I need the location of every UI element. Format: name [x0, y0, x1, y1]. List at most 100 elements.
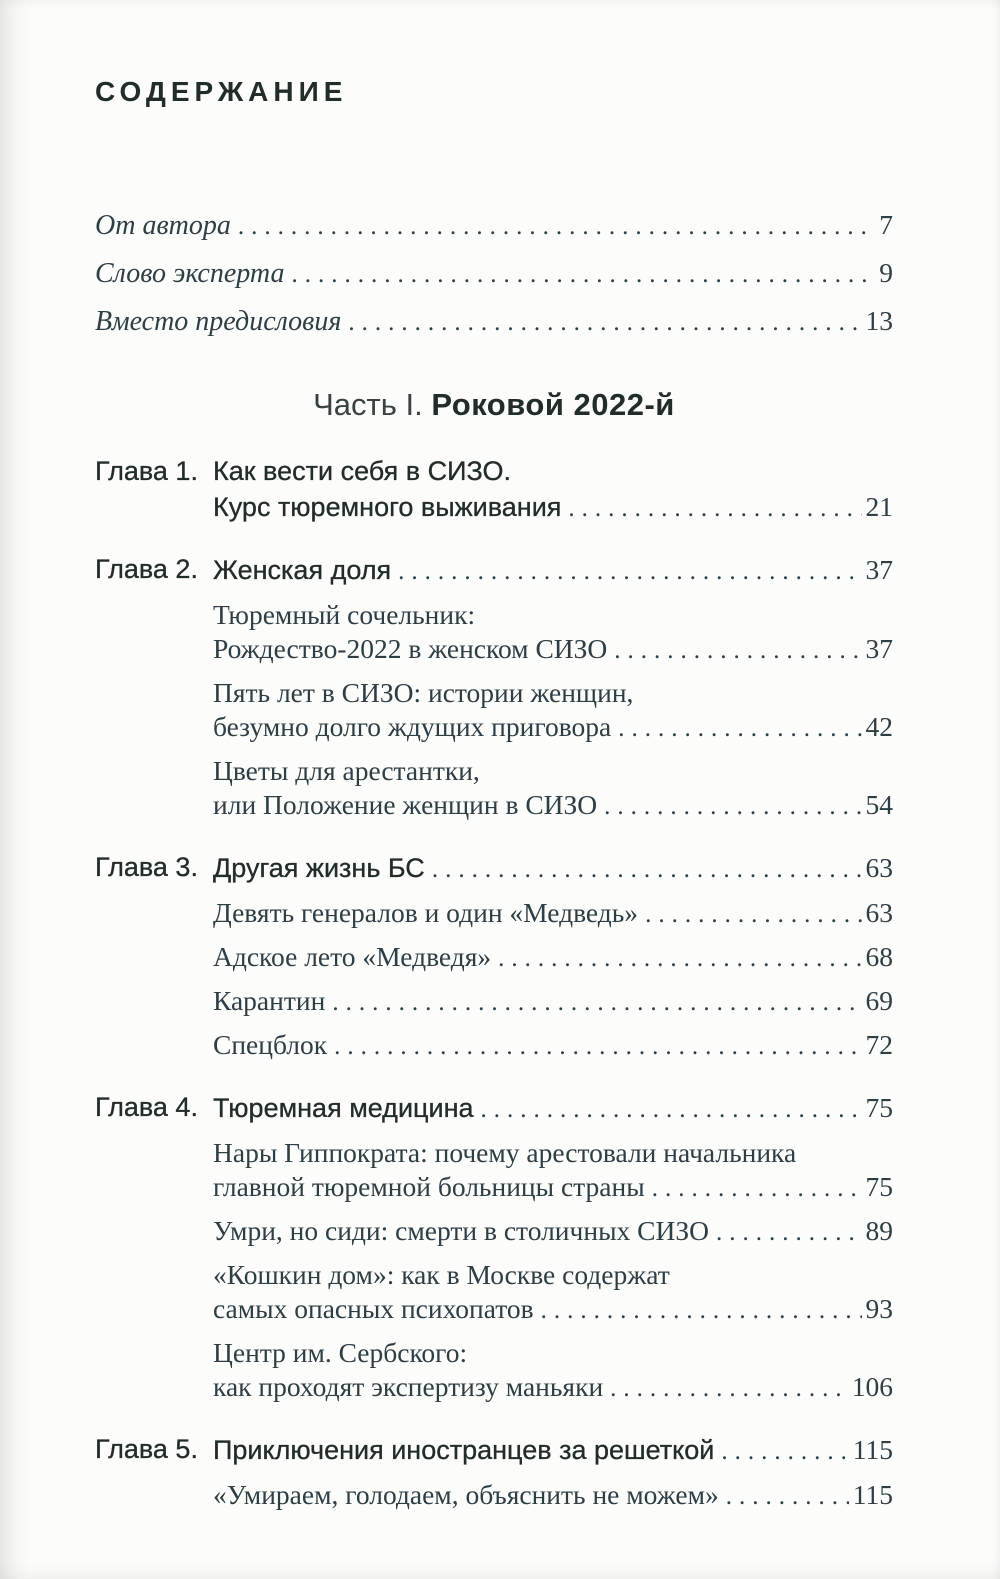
toc-entry-leader-line: Адское лето «Медведя»...................…	[213, 940, 893, 976]
chapter-body: Как вести себя в СИЗО. Курс тюремного выж…	[213, 454, 893, 526]
chapter-subentries: Нары Гиппократа: почему арестовали начал…	[213, 1136, 893, 1406]
dot-leader: ........................................…	[721, 1438, 848, 1465]
part-title: Роковой 2022-й	[431, 387, 675, 422]
toc-entry-leader-line: Девять генералов и один «Медведь».......…	[213, 896, 893, 932]
toc-sub-entry: Тюремный сочельник: Рождество-2022 в женс…	[213, 598, 893, 668]
chapter-label: Глава 3.	[95, 852, 198, 882]
toc-sub-entry: Цветы для арестантки, или Положение женщи…	[213, 754, 893, 824]
page-number: 75	[865, 1092, 894, 1123]
toc-entry-text: как проходят экспертизу маньяки	[213, 1371, 604, 1402]
page-number: 69	[865, 985, 894, 1016]
toc-entry-leader-line: Приключения иностранцев за решеткой.....…	[213, 1432, 893, 1469]
toc-chapter: Глава 5. Приключения иностранцев за решет…	[95, 1432, 893, 1514]
chapters-list: Глава 1. Как вести себя в СИЗО. Курс тюрем…	[95, 454, 893, 1514]
sub-entry-line: Пять лет в СИЗО: истории женщин,	[213, 677, 634, 708]
dot-leader: ........................................…	[332, 989, 862, 1016]
toc-entry-leader-line: Тюремная медицина.......................…	[213, 1090, 893, 1127]
toc-entry-leader-line: «Умираем, голодаем, объяснить не можем».…	[213, 1478, 893, 1514]
toc-chapter: Глава 4. Тюремная медицина...............…	[95, 1090, 893, 1406]
toc-entry-text: главной тюремной больницы страны	[213, 1171, 645, 1202]
dot-leader: ........................................…	[604, 793, 861, 820]
page-number: 72	[865, 1029, 894, 1060]
dot-leader: ........................................…	[348, 309, 861, 336]
part-number: Часть I.	[313, 387, 423, 422]
dot-leader: ........................................…	[651, 1175, 862, 1202]
toc-entry-text: Девять генералов и один «Медведь»	[213, 897, 639, 928]
chapter-subentries: Тюремный сочельник: Рождество-2022 в женс…	[213, 598, 893, 824]
page-number: 13	[865, 305, 894, 336]
front-matter-entry: Вместо предисловия......................…	[95, 298, 893, 346]
toc-sub-entry: Спецблок................................…	[213, 1028, 893, 1064]
sub-entry-line: Нары Гиппократа: почему арестовали начал…	[213, 1137, 797, 1168]
dot-leader: ........................................…	[431, 856, 862, 883]
chapter-label: Глава 4.	[95, 1092, 198, 1122]
dot-leader: ........................................…	[480, 1096, 862, 1123]
chapter-body: Приключения иностранцев за решеткой.....…	[213, 1432, 893, 1514]
toc-chapter: Глава 3. Другая жизнь БС.................…	[95, 850, 893, 1064]
front-matter-entry: От автора...............................…	[95, 202, 893, 250]
toc-entry-leader-line: Другая жизнь БС.........................…	[213, 850, 893, 887]
page-number: 68	[865, 941, 894, 972]
toc-sub-entry: «Кошкин дом»: как в Москве содержат самых…	[213, 1258, 893, 1328]
page-number: 115	[852, 1479, 893, 1510]
toc-entry-leader-line: главной тюремной больницы страны........…	[213, 1170, 893, 1206]
chapter-body: Женская доля............................…	[213, 552, 893, 824]
part-heading: Часть I. Роковой 2022-й	[95, 384, 893, 426]
sub-entry-line: Центр им. Сербского:	[213, 1337, 468, 1368]
dot-leader: ........................................…	[540, 1297, 862, 1324]
toc-entry-text: самых опасных психопатов	[213, 1293, 534, 1324]
page-number: 21	[865, 491, 894, 522]
page-number: 7	[879, 209, 893, 240]
sub-entry-line: Цветы для арестантки,	[213, 755, 480, 786]
toc-entry-leader-line: Карантин................................…	[213, 984, 893, 1020]
toc-chapter: Глава 1. Как вести себя в СИЗО. Курс тюрем…	[95, 454, 893, 526]
toc-entry-text: Курс тюремного выживания	[213, 492, 562, 522]
dot-leader: ........................................…	[237, 213, 875, 240]
page-number: 75	[865, 1171, 894, 1202]
page-number: 9	[879, 257, 893, 288]
sub-entry-line: Тюремный сочельник:	[213, 599, 476, 630]
toc-entry-text: Женская доля	[213, 555, 392, 585]
toc-entry-text: Тюремная медицина	[213, 1093, 474, 1123]
dot-leader: ........................................…	[725, 1483, 849, 1510]
toc-entry-text: «Умираем, голодаем, объяснить не можем»	[213, 1479, 719, 1510]
chapter-label: Глава 5.	[95, 1434, 198, 1464]
toc-entry-text: Вместо предисловия	[95, 306, 342, 337]
page-number: 63	[865, 852, 894, 883]
toc-entry-text: безумно долго ждущих приговора	[213, 711, 612, 742]
toc-entry-text: Рождество-2022 в женском СИЗО	[213, 633, 608, 664]
page-number: 42	[865, 711, 894, 742]
dot-leader: ........................................…	[498, 945, 862, 972]
toc-sub-entry: Девять генералов и один «Медведь».......…	[213, 896, 893, 932]
page-number: 63	[865, 897, 894, 928]
chapter-body: Тюремная медицина.......................…	[213, 1090, 893, 1406]
toc-entry-leader-line: Курс тюремного выживания................…	[213, 489, 893, 526]
page-number: 54	[865, 789, 894, 820]
chapter-subentries: Девять генералов и один «Медведь».......…	[213, 896, 893, 1064]
page-number: 37	[865, 633, 894, 664]
chapter-label: Глава 2.	[95, 554, 198, 584]
front-matter-entry: Слово эксперта..........................…	[95, 250, 893, 298]
dot-leader: ........................................…	[716, 1219, 862, 1246]
toc-entry-leader-line: самых опасных психопатов................…	[213, 1292, 893, 1328]
dot-leader: ........................................…	[334, 1033, 861, 1060]
toc-entry-leader-line: Умри, но сиди: смерти в столичных СИЗО..…	[213, 1214, 893, 1250]
toc-entry-leader-line: Женская доля............................…	[213, 552, 893, 589]
page-number: 37	[865, 554, 894, 585]
dot-leader: ........................................…	[291, 261, 876, 288]
toc-entry-text: От автора	[95, 210, 231, 241]
dot-leader: ........................................…	[610, 1375, 848, 1402]
toc-sub-entry: Умри, но сиди: смерти в столичных СИЗО..…	[213, 1214, 893, 1250]
chapter-subentries: «Умираем, голодаем, объяснить не можем».…	[213, 1478, 893, 1514]
toc-chapter: Глава 2. Женская доля....................…	[95, 552, 893, 824]
toc-sub-entry: Пять лет в СИЗО: истории женщин, безумно …	[213, 676, 893, 746]
toc-sub-entry: Нары Гиппократа: почему арестовали начал…	[213, 1136, 893, 1206]
toc-entry-leader-line: как проходят экспертизу маньяки.........…	[213, 1370, 893, 1406]
page-title: СОДЕРЖАНИЕ	[95, 76, 348, 107]
dot-leader: ........................................…	[614, 637, 861, 664]
toc-sub-entry: «Умираем, голодаем, объяснить не можем».…	[213, 1478, 893, 1514]
dot-leader: ........................................…	[568, 495, 861, 522]
toc-sub-entry: Центр им. Сербского: как проходят эксперт…	[213, 1336, 893, 1406]
toc-content: СОДЕРЖАНИЕ От автора....................…	[95, 76, 893, 1514]
